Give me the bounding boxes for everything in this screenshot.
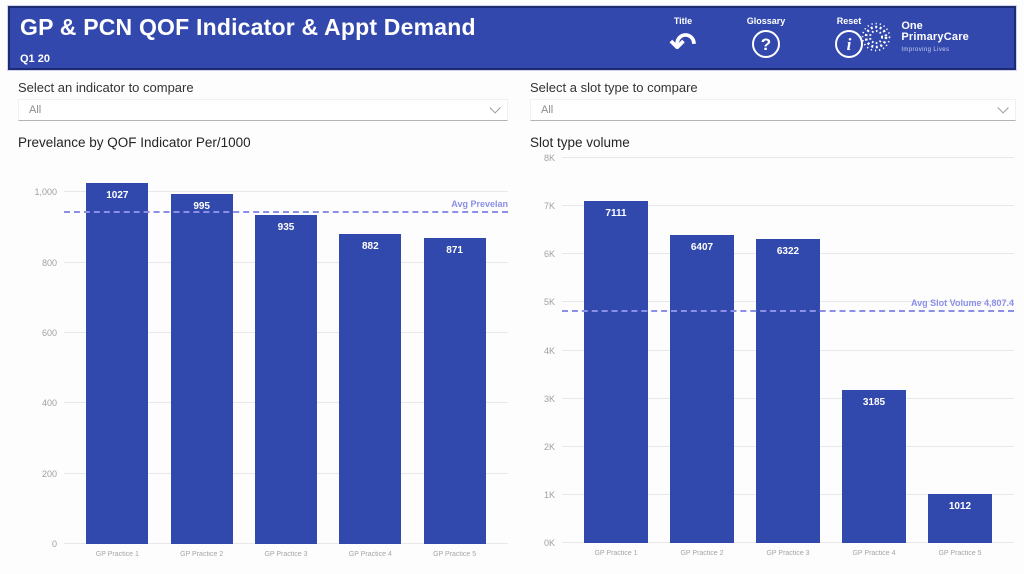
prevalence-chart-title: Prevelance by QOF Indicator Per/1000 — [18, 135, 251, 150]
gridline — [562, 157, 1014, 158]
bar-cell: 882 GP Practice 4 — [339, 164, 402, 558]
bar-series: 7111 GP Practice 1 6407 GP Practice 2 6322 GP… — [562, 158, 1014, 557]
title-button-label: Title — [673, 16, 693, 26]
y-axis-tick-label: 8K — [543, 153, 555, 163]
y-axis-tick-label: 1K — [543, 489, 555, 500]
bar-series: 1027 GP Practice 1 995 GP Practice 2 935 GP P… — [64, 164, 508, 558]
gridline — [562, 205, 1014, 207]
bar-value-label: 935 — [277, 222, 295, 234]
bar[interactable]: 6407 — [670, 234, 734, 543]
bar-cell: 995 GP Practice 2 — [170, 164, 233, 558]
x-axis-category-label: GP Practice 1 — [95, 551, 139, 558]
bar-value-label: 3185 — [862, 396, 886, 408]
indicator-filter: Select an indicator to compare All — [18, 80, 508, 121]
x-axis-category-label: GP Practice 2 — [180, 551, 224, 558]
x-axis-category-label: GP Practice 3 — [264, 551, 308, 558]
slot-type-filter: Select a slot type to compare All — [530, 80, 1016, 121]
x-axis-category-label: GP Practice 5 — [938, 550, 982, 557]
x-axis-category-label: GP Practice 4 — [348, 551, 392, 558]
logo-line1: One — [901, 19, 923, 32]
page-title: GP & PCN QOF Indicator & Appt Demand — [20, 14, 476, 40]
y-axis-tick-label: 5K — [543, 297, 555, 308]
bar[interactable]: 6322 — [756, 238, 820, 543]
bar-cell: 3185 GP Practice 4 — [842, 158, 906, 557]
bar-cell: 1027 GP Practice 1 — [86, 164, 149, 558]
reset-button-label: Reset — [836, 16, 862, 26]
bar[interactable]: 1012 — [928, 494, 992, 543]
bar-cell: 935 GP Practice 3 — [254, 164, 317, 558]
bar-cell: 6407 GP Practice 2 — [670, 158, 734, 557]
bar-value-label: 1012 — [948, 501, 972, 513]
y-axis-tick-label: 600 — [41, 327, 57, 338]
x-axis-category-label: GP Practice 2 — [680, 550, 724, 557]
y-axis-tick-label: 1,000 — [34, 187, 57, 198]
bar-value-label: 882 — [361, 240, 379, 252]
x-axis-category-label: GP Practice 5 — [433, 551, 477, 558]
indicator-filter-label: Select an indicator to compare — [18, 80, 194, 95]
slot-type-filter-label: Select a slot type to compare — [530, 80, 698, 95]
question-mark-icon[interactable]: ? — [752, 30, 780, 58]
average-reference-line-label: Avg Slot Volume 4,807.4 — [910, 297, 1014, 308]
bar-value-label: 995 — [193, 200, 210, 212]
bar[interactable]: 882 — [339, 233, 402, 544]
y-axis-tick-label: 7K — [543, 201, 555, 212]
y-axis-tick-label: 2K — [543, 441, 555, 452]
bar[interactable]: 935 — [254, 215, 317, 544]
glossary-button-label: Glossary — [746, 16, 786, 26]
title-button[interactable]: Title ↶ — [655, 16, 711, 60]
slot-type-dropdown-value: All — [541, 104, 554, 116]
info-icon[interactable]: i — [835, 30, 863, 58]
chevron-down-icon[interactable] — [997, 102, 1009, 114]
logo-line2: PrimaryCare — [901, 31, 969, 44]
y-axis-tick-label: 0 — [51, 539, 57, 549]
bar-cell: 871 GP Practice 5 — [423, 164, 486, 558]
bar[interactable]: 3185 — [842, 389, 906, 543]
bar-value-label: 871 — [446, 244, 463, 256]
bar-value-label: 6407 — [690, 241, 714, 253]
y-axis-tick-label: 800 — [41, 257, 57, 268]
glossary-button[interactable]: Glossary ? — [738, 16, 794, 60]
page-subtitle: Q1 20 — [20, 53, 50, 65]
bar-value-label: 6322 — [776, 245, 800, 257]
bar-cell: 6322 GP Practice 3 — [756, 158, 820, 557]
average-reference-line: Avg Slot Volume 4,807.4 — [562, 298, 1014, 312]
slot-volume-bar-chart: 8K 7K 6K 5K 4K 3K 2K 1K 0K 7111 GP Practice 1 6407 G… — [530, 153, 1016, 566]
y-axis-tick-label: 4K — [543, 345, 555, 356]
starburst-logo-icon — [862, 22, 891, 52]
bar[interactable]: 995 — [170, 193, 233, 544]
y-axis-tick-label: 6K — [543, 249, 555, 260]
reset-button[interactable]: Reset i — [821, 16, 877, 60]
prevalence-bar-chart: 1,000 800 600 400 200 0 1027 GP Practice 1 995 GP… — [18, 158, 510, 566]
logo-tagline: Improving Lives — [901, 46, 950, 53]
y-axis-tick-label: 3K — [543, 393, 555, 404]
average-reference-line: Avg Prevelan — [64, 199, 508, 213]
header-button-group: Title ↶ Glossary ? Reset i — [655, 16, 877, 60]
slot-volume-plot-area: 8K 7K 6K 5K 4K 3K 2K 1K 0K 7111 GP Practice 1 6407 G… — [544, 153, 1014, 557]
bar-cell: 7111 GP Practice 1 — [584, 158, 648, 557]
x-axis-category-label: GP Practice 3 — [766, 550, 810, 557]
undo-arrow-icon[interactable]: ↶ — [669, 26, 697, 62]
bar[interactable]: 871 — [423, 237, 486, 544]
slot-volume-chart-title: Slot type volume — [530, 135, 630, 150]
x-axis-category-label: GP Practice 1 — [594, 550, 638, 557]
x-axis-category-label: GP Practice 4 — [852, 550, 896, 557]
prevalence-plot-area: 1,000 800 600 400 200 0 1027 GP Practice 1 995 GP… — [34, 164, 508, 558]
one-primarycare-logo: One PrimaryCare Improving Lives — [859, 20, 969, 54]
average-reference-line-label: Avg Prevelan — [451, 198, 508, 209]
bar-value-label: 7111 — [605, 207, 627, 219]
indicator-dropdown[interactable]: All — [18, 99, 508, 121]
y-axis-tick-label: 0K — [543, 538, 555, 548]
slot-type-dropdown[interactable]: All — [530, 99, 1016, 121]
bar-cell: 1012 GP Practice 5 — [928, 158, 992, 557]
bar[interactable]: 1027 — [86, 182, 149, 544]
bar[interactable]: 7111 — [584, 200, 648, 543]
bar-value-label: 1027 — [106, 189, 129, 201]
dashboard-header: GP & PCN QOF Indicator & Appt Demand Q1 … — [8, 6, 1016, 70]
chevron-down-icon[interactable] — [489, 102, 501, 114]
y-axis-tick-label: 200 — [41, 468, 57, 479]
indicator-dropdown-value: All — [29, 104, 42, 116]
y-axis-tick-label: 400 — [41, 398, 57, 409]
gridline — [64, 191, 508, 193]
